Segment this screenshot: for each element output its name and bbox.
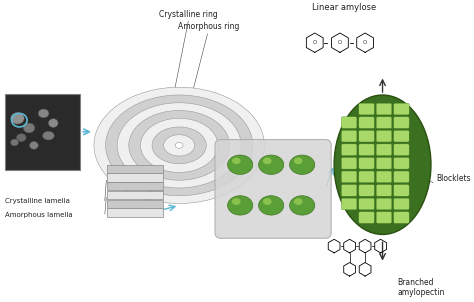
FancyBboxPatch shape [341,117,357,128]
Ellipse shape [17,134,26,141]
Text: Blocklets: Blocklets [436,174,470,183]
FancyBboxPatch shape [359,185,374,196]
Ellipse shape [129,111,229,180]
FancyBboxPatch shape [376,185,392,196]
FancyBboxPatch shape [376,171,392,183]
Text: Amorphous lamella: Amorphous lamella [5,212,73,218]
FancyBboxPatch shape [341,157,357,169]
FancyBboxPatch shape [107,200,163,208]
Text: Amorphous ring: Amorphous ring [178,22,239,31]
Ellipse shape [259,196,284,215]
FancyBboxPatch shape [107,191,163,199]
FancyBboxPatch shape [107,173,163,182]
FancyBboxPatch shape [341,144,357,156]
Ellipse shape [117,103,241,188]
Ellipse shape [259,196,284,215]
Ellipse shape [259,155,284,175]
Text: Crystalline lamella: Crystalline lamella [5,198,70,204]
FancyBboxPatch shape [341,171,357,183]
FancyBboxPatch shape [394,130,409,142]
Text: Linear amylose: Linear amylose [312,3,376,12]
Ellipse shape [294,198,302,205]
Ellipse shape [290,155,315,175]
FancyBboxPatch shape [376,212,392,223]
FancyBboxPatch shape [376,198,392,210]
FancyBboxPatch shape [359,212,374,223]
FancyBboxPatch shape [359,157,374,169]
FancyBboxPatch shape [376,103,392,115]
Ellipse shape [228,155,253,175]
FancyBboxPatch shape [394,117,409,128]
Text: O: O [313,40,317,45]
Ellipse shape [10,139,18,146]
Ellipse shape [23,123,35,133]
FancyBboxPatch shape [215,140,331,238]
Ellipse shape [228,196,253,215]
FancyBboxPatch shape [359,171,374,183]
FancyBboxPatch shape [359,130,374,142]
FancyBboxPatch shape [359,117,374,128]
FancyBboxPatch shape [376,157,392,169]
Ellipse shape [10,112,24,124]
FancyBboxPatch shape [394,144,409,156]
Text: Branched
amylopectin: Branched amylopectin [397,278,445,297]
Ellipse shape [259,155,284,175]
Text: O: O [338,40,342,45]
Ellipse shape [48,119,58,127]
Ellipse shape [290,196,315,215]
Ellipse shape [140,118,218,172]
Ellipse shape [94,87,264,204]
Text: O: O [363,40,367,45]
FancyBboxPatch shape [341,130,357,142]
Ellipse shape [164,135,195,156]
FancyBboxPatch shape [341,185,357,196]
Ellipse shape [232,157,241,164]
Ellipse shape [106,95,253,196]
FancyBboxPatch shape [107,208,163,217]
FancyBboxPatch shape [107,165,163,173]
FancyBboxPatch shape [376,117,392,128]
Ellipse shape [290,155,315,175]
FancyBboxPatch shape [359,198,374,210]
Ellipse shape [38,109,49,118]
FancyBboxPatch shape [394,157,409,169]
Ellipse shape [263,198,272,205]
FancyBboxPatch shape [394,171,409,183]
Text: Crystalline ring: Crystalline ring [159,10,218,18]
Ellipse shape [263,157,272,164]
FancyBboxPatch shape [394,198,409,210]
FancyBboxPatch shape [376,144,392,156]
FancyBboxPatch shape [394,212,409,223]
Ellipse shape [290,196,315,215]
FancyBboxPatch shape [107,182,163,190]
Ellipse shape [43,131,54,140]
Ellipse shape [152,127,206,164]
FancyBboxPatch shape [5,94,81,169]
FancyBboxPatch shape [359,103,374,115]
Ellipse shape [175,143,183,148]
Ellipse shape [228,155,253,175]
Ellipse shape [228,196,253,215]
Ellipse shape [294,157,302,164]
FancyBboxPatch shape [376,130,392,142]
Ellipse shape [232,198,241,205]
FancyBboxPatch shape [394,185,409,196]
FancyBboxPatch shape [359,144,374,156]
Ellipse shape [29,141,38,149]
FancyBboxPatch shape [394,103,409,115]
FancyBboxPatch shape [341,198,357,210]
Ellipse shape [334,95,431,234]
